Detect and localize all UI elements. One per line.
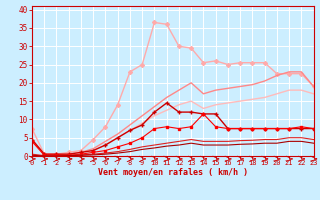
X-axis label: Vent moyen/en rafales ( km/h ): Vent moyen/en rafales ( km/h )	[98, 168, 248, 177]
